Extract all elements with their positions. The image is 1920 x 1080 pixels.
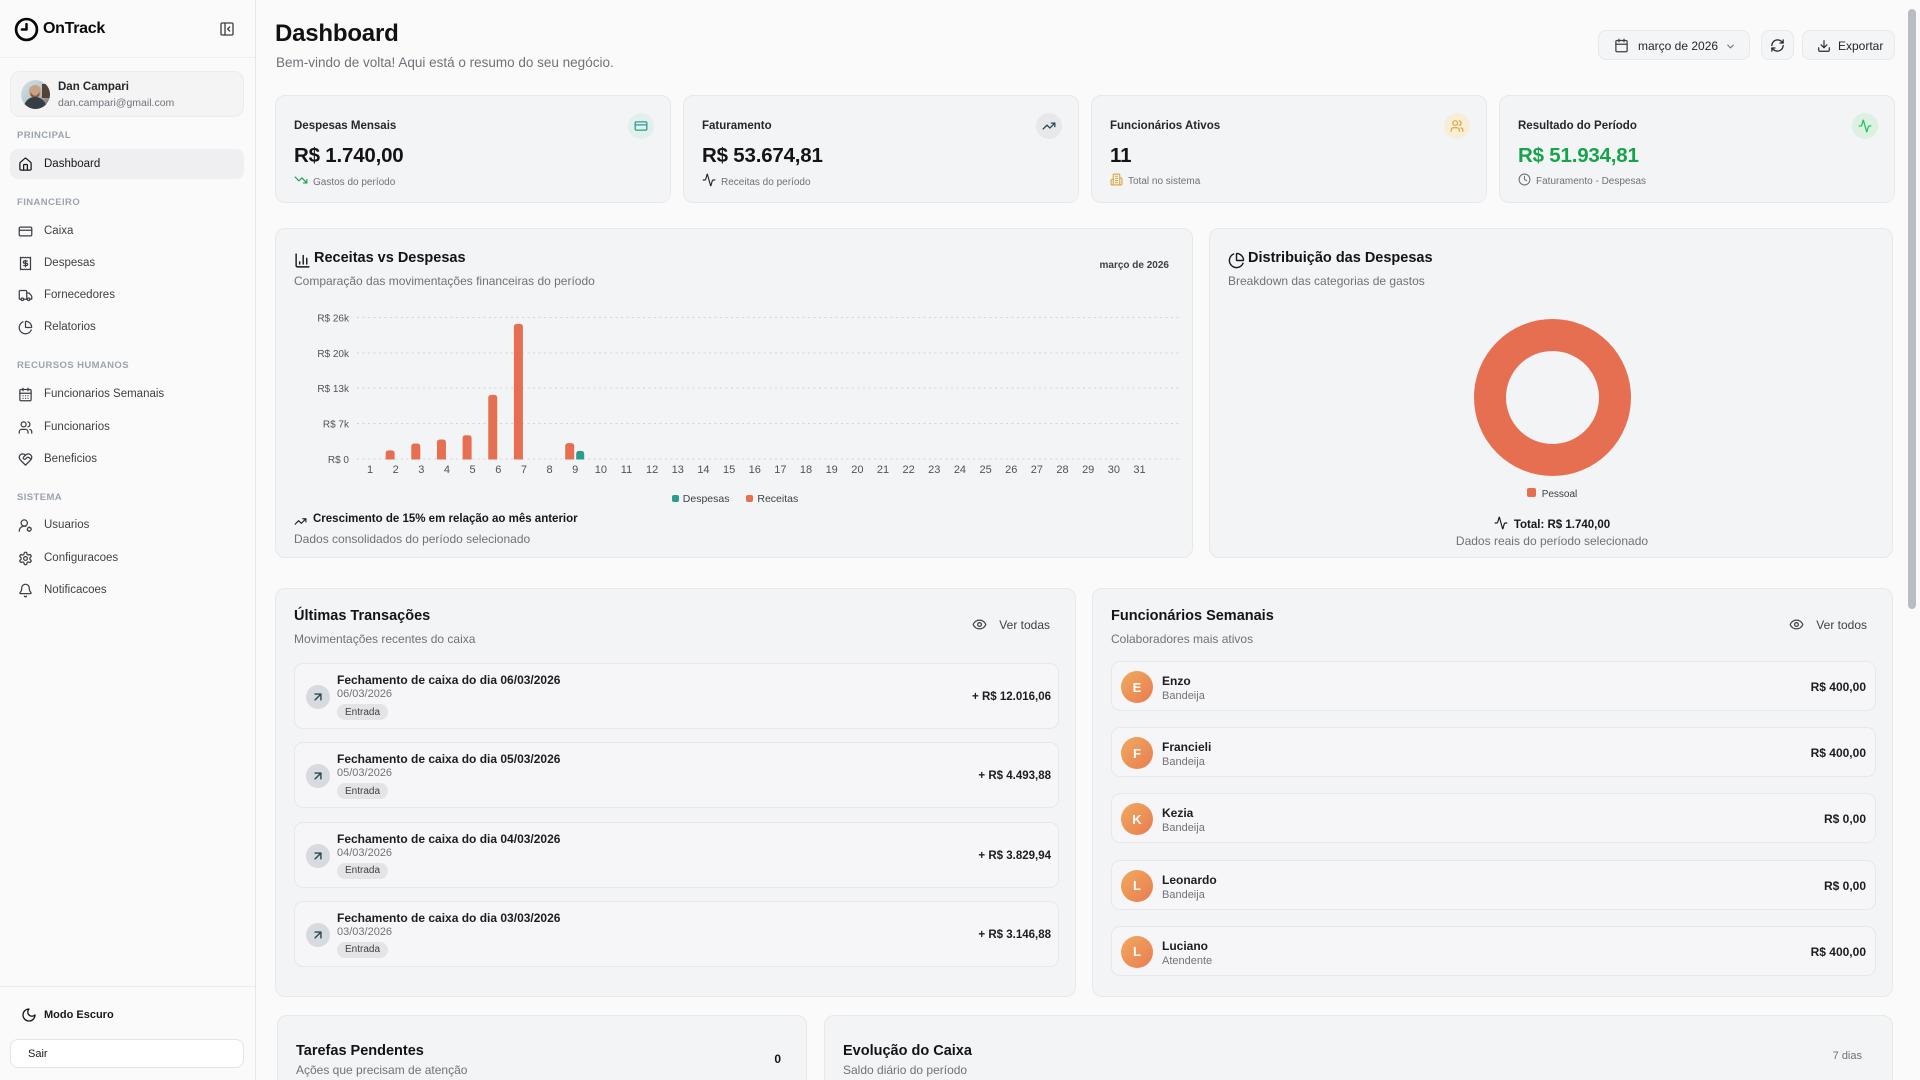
svg-text:13: 13	[672, 464, 684, 476]
svg-text:20: 20	[851, 464, 863, 476]
svg-text:10: 10	[595, 464, 607, 476]
svg-text:11: 11	[621, 464, 632, 476]
svg-text:23: 23	[928, 464, 940, 476]
svg-text:6: 6	[495, 464, 501, 476]
svg-text:17: 17	[774, 464, 786, 476]
svg-text:30: 30	[1108, 464, 1120, 476]
svg-text:29: 29	[1082, 464, 1094, 476]
svg-text:8: 8	[546, 464, 552, 476]
svg-text:3: 3	[418, 464, 424, 476]
svg-text:16: 16	[749, 464, 761, 476]
svg-text:24: 24	[954, 464, 966, 476]
svg-text:15: 15	[723, 464, 735, 476]
svg-text:31: 31	[1133, 464, 1145, 476]
svg-text:R$ 20k: R$ 20k	[317, 349, 350, 360]
svg-text:19: 19	[826, 464, 838, 476]
svg-text:22: 22	[903, 464, 915, 476]
svg-text:4: 4	[444, 464, 450, 476]
svg-text:25: 25	[979, 464, 991, 476]
svg-text:12: 12	[646, 464, 658, 476]
svg-text:9: 9	[572, 464, 578, 476]
svg-text:R$ 26k: R$ 26k	[317, 314, 350, 325]
svg-text:26: 26	[1005, 464, 1017, 476]
svg-text:28: 28	[1056, 464, 1068, 476]
svg-text:7: 7	[521, 464, 527, 476]
svg-text:R$ 13k: R$ 13k	[317, 384, 350, 395]
svg-text:21: 21	[877, 464, 889, 476]
svg-text:14: 14	[697, 464, 709, 476]
svg-text:5: 5	[470, 464, 476, 476]
svg-text:27: 27	[1031, 464, 1043, 476]
svg-text:2: 2	[393, 464, 399, 476]
svg-text:R$ 7k: R$ 7k	[323, 420, 350, 431]
svg-text:1: 1	[367, 464, 373, 476]
svg-text:18: 18	[800, 464, 812, 476]
svg-text:R$ 0: R$ 0	[328, 455, 350, 466]
